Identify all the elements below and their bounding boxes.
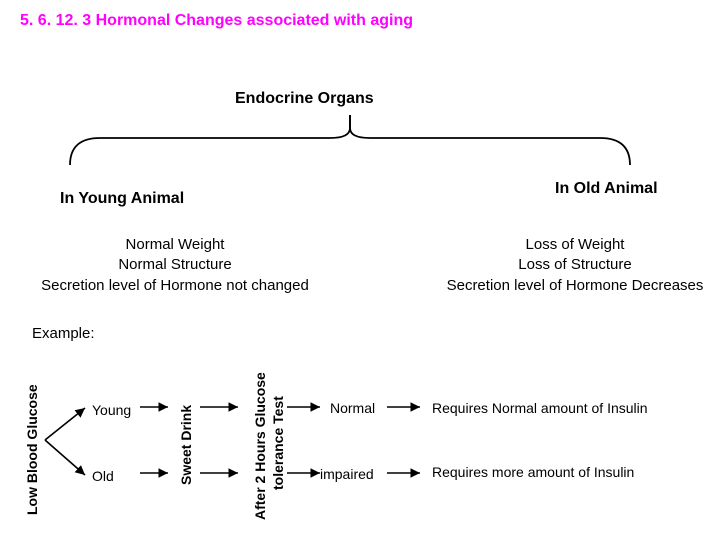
- endocrine-header: Endocrine Organs: [235, 90, 374, 108]
- sweet-drink-vertical: Sweet Drink: [178, 405, 194, 485]
- young-line-0: Normal Weight: [10, 235, 340, 255]
- arrow-to-outcome: [385, 395, 425, 485]
- young-description: Normal Weight Normal Structure Secretion…: [10, 235, 340, 296]
- young-node: Young: [92, 402, 131, 418]
- old-line-0: Loss of Weight: [430, 235, 720, 255]
- old-node: Old: [92, 468, 114, 484]
- young-line-2: Secretion level of Hormone not changed: [10, 276, 340, 296]
- old-line-1: Loss of Structure: [430, 255, 720, 275]
- old-line-2: Secretion level of Hormone Decreases: [430, 276, 720, 296]
- page-title: 5. 6. 12. 3 Hormonal Changes associated …: [20, 12, 413, 30]
- old-outcome: Requires more amount of Insulin: [432, 464, 634, 480]
- old-description: Loss of Weight Loss of Structure Secreti…: [430, 235, 720, 296]
- young-result: Normal: [330, 400, 375, 416]
- young-branch-label: In Young Animal: [60, 190, 184, 208]
- after-test-vertical-1: After 2 Hours Glucose: [252, 372, 268, 520]
- arrow-split-1: [40, 390, 90, 490]
- arrow-to-sweet: [138, 395, 173, 485]
- old-branch-label: In Old Animal: [555, 180, 658, 198]
- young-line-1: Normal Structure: [10, 255, 340, 275]
- young-outcome: Requires Normal amount of Insulin: [432, 400, 648, 416]
- arrow-to-result: [285, 395, 325, 485]
- low-glucose-vertical: Low Blood Glucose: [24, 384, 40, 515]
- after-test-vertical-2: tolerance Test: [270, 396, 286, 490]
- old-result: impaired: [320, 466, 374, 482]
- brace-connector: [60, 110, 640, 180]
- flow-diagram: Low Blood Glucose Young Old Sweet Drink …: [20, 340, 720, 530]
- arrow-to-test: [198, 395, 243, 485]
